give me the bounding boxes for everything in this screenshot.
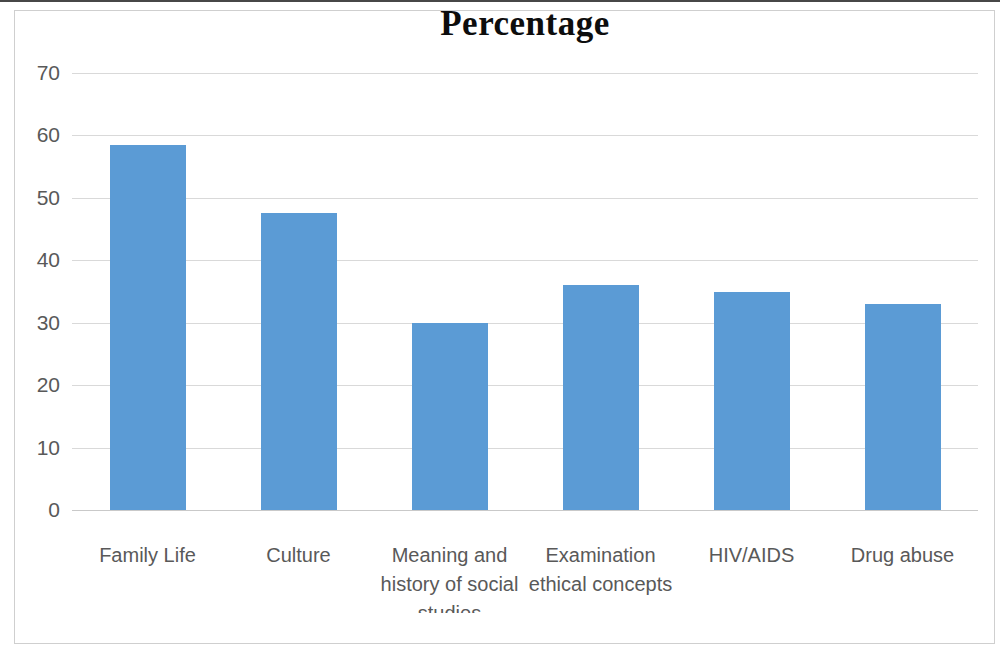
gridline: [72, 73, 978, 74]
y-axis-label: 0: [12, 498, 60, 522]
y-axis-label: 20: [12, 373, 60, 397]
gridline: [72, 323, 978, 324]
gridline: [72, 198, 978, 199]
x-axis-line: [72, 510, 978, 511]
bar: [714, 292, 790, 511]
x-axis-label: Drug abuse: [827, 541, 978, 613]
x-axis-label: HIV/AIDS: [676, 541, 827, 613]
x-axis: Family LifeCultureMeaning and history of…: [72, 541, 978, 613]
plot-area: [72, 73, 978, 510]
chart-page: { "chart_data": { "type": "bar", "title"…: [0, 0, 1000, 652]
gridline: [72, 448, 978, 449]
bar: [412, 323, 488, 510]
top-edge-line: [0, 0, 1000, 2]
y-axis-label: 30: [12, 311, 60, 335]
gridline: [72, 385, 978, 386]
bar: [563, 285, 639, 510]
x-axis-label: Family Life: [72, 541, 223, 613]
y-axis-label: 10: [12, 436, 60, 460]
y-axis: 0 10 20 30 40 50 60 70: [12, 0, 60, 652]
bar: [110, 145, 186, 510]
bar: [865, 304, 941, 510]
gridline: [72, 135, 978, 136]
gridline: [72, 260, 978, 261]
x-axis-label: Meaning and history of social studies: [374, 541, 525, 613]
chart-title: Percentage: [72, 4, 978, 44]
y-axis-label: 50: [12, 186, 60, 210]
y-axis-label: 60: [12, 123, 60, 147]
y-axis-label: 70: [12, 61, 60, 85]
y-axis-label: 40: [12, 248, 60, 272]
bar: [261, 213, 337, 510]
x-axis-label: Examination ethical concepts: [525, 541, 676, 613]
x-axis-label: Culture: [223, 541, 374, 613]
